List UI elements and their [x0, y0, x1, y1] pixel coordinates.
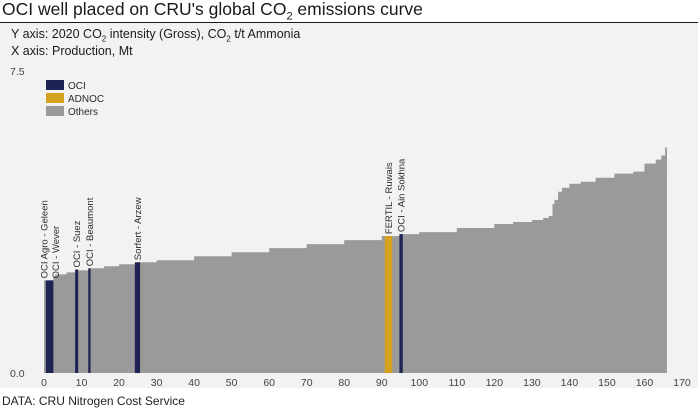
y-desc-part: Y axis: 2020 CO	[11, 27, 102, 41]
title-subscript: 2	[286, 10, 293, 23]
title-text-post: emissions curve	[292, 0, 423, 19]
highlight-bar	[384, 236, 393, 373]
highlight-bar	[50, 280, 54, 373]
x-tick-label: 30	[151, 377, 163, 389]
legend: OCI ADNOC Others	[46, 80, 104, 118]
y-tick-label: 0.0	[10, 368, 25, 380]
x-tick-label: 160	[636, 377, 654, 389]
legend-swatch	[46, 106, 64, 116]
x-tick-label: 140	[561, 377, 579, 389]
x-tick-label: 20	[113, 377, 125, 389]
x-tick-label: 0	[41, 377, 47, 389]
y-desc-sub: 2	[101, 34, 107, 44]
axis-layer: 0 10 20 30 40 50 60 70 80 90 100 110 120 130 140 150 160…	[10, 66, 691, 389]
plant-labels-layer: OCI Agro - Geleen OCI - Wever OCI - Suez OC…	[39, 158, 407, 278]
x-tick-label: 10	[76, 377, 88, 389]
y-tick-label: 7.5	[10, 66, 25, 78]
x-tick-label: 150	[598, 377, 616, 389]
y-desc-part: t/t Ammonia	[230, 27, 301, 41]
x-tick-label: 130	[523, 377, 541, 389]
title-divider	[0, 22, 698, 23]
title-text-pre: OCI well placed on CRU's global CO	[2, 0, 287, 19]
x-tick-label: 90	[376, 377, 388, 389]
plant-label: OCI Agro - Geleen	[39, 200, 50, 278]
highlight-bar	[88, 268, 91, 373]
x-tick-label: 120	[486, 377, 504, 389]
x-tick-label: 110	[448, 377, 465, 389]
x-tick-label: 100	[411, 377, 429, 389]
data-source: DATA: CRU Nitrogen Cost Service	[2, 394, 185, 408]
x-tick-label: 80	[338, 377, 350, 389]
plant-label: OCI - Ain Sokhna	[397, 158, 408, 232]
legend-swatch	[46, 93, 64, 103]
curve-layer	[44, 147, 667, 373]
highlight-bar	[45, 280, 51, 373]
plant-label: OCI - Wever	[51, 226, 62, 279]
x-tick-label: 50	[226, 377, 238, 389]
y-axis-description: Y axis: 2020 CO2 intensity (Gross), CO2 …	[11, 27, 300, 44]
x-tick-label: 60	[263, 377, 275, 389]
plant-label: FERTIL - Ruwais	[384, 162, 395, 234]
legend-swatch	[46, 80, 64, 90]
x-tick-label: 170	[673, 377, 691, 389]
y-desc-sub: 2	[226, 34, 231, 44]
legend-label: Others	[68, 107, 98, 118]
curve-area-others	[44, 147, 667, 373]
highlight-bar	[134, 262, 141, 373]
plant-label: OCI - Beaumont	[85, 197, 96, 266]
plant-label: Sorfert - Arzew	[133, 197, 144, 260]
highlight-bar	[75, 269, 79, 373]
legend-label: OCI	[68, 81, 86, 92]
legend-label: ADNOC	[68, 94, 104, 105]
chart-title: OCI well placed on CRU's global CO2 emis…	[2, 0, 423, 23]
x-tick-label: 40	[188, 377, 200, 389]
x-tick-label: 70	[301, 377, 313, 389]
highlight-bar	[399, 234, 403, 373]
y-desc-part: intensity (Gross), CO	[106, 27, 227, 41]
plant-label: OCI - Suez	[72, 220, 83, 267]
x-axis-description: X axis: Production, Mt	[11, 44, 133, 58]
